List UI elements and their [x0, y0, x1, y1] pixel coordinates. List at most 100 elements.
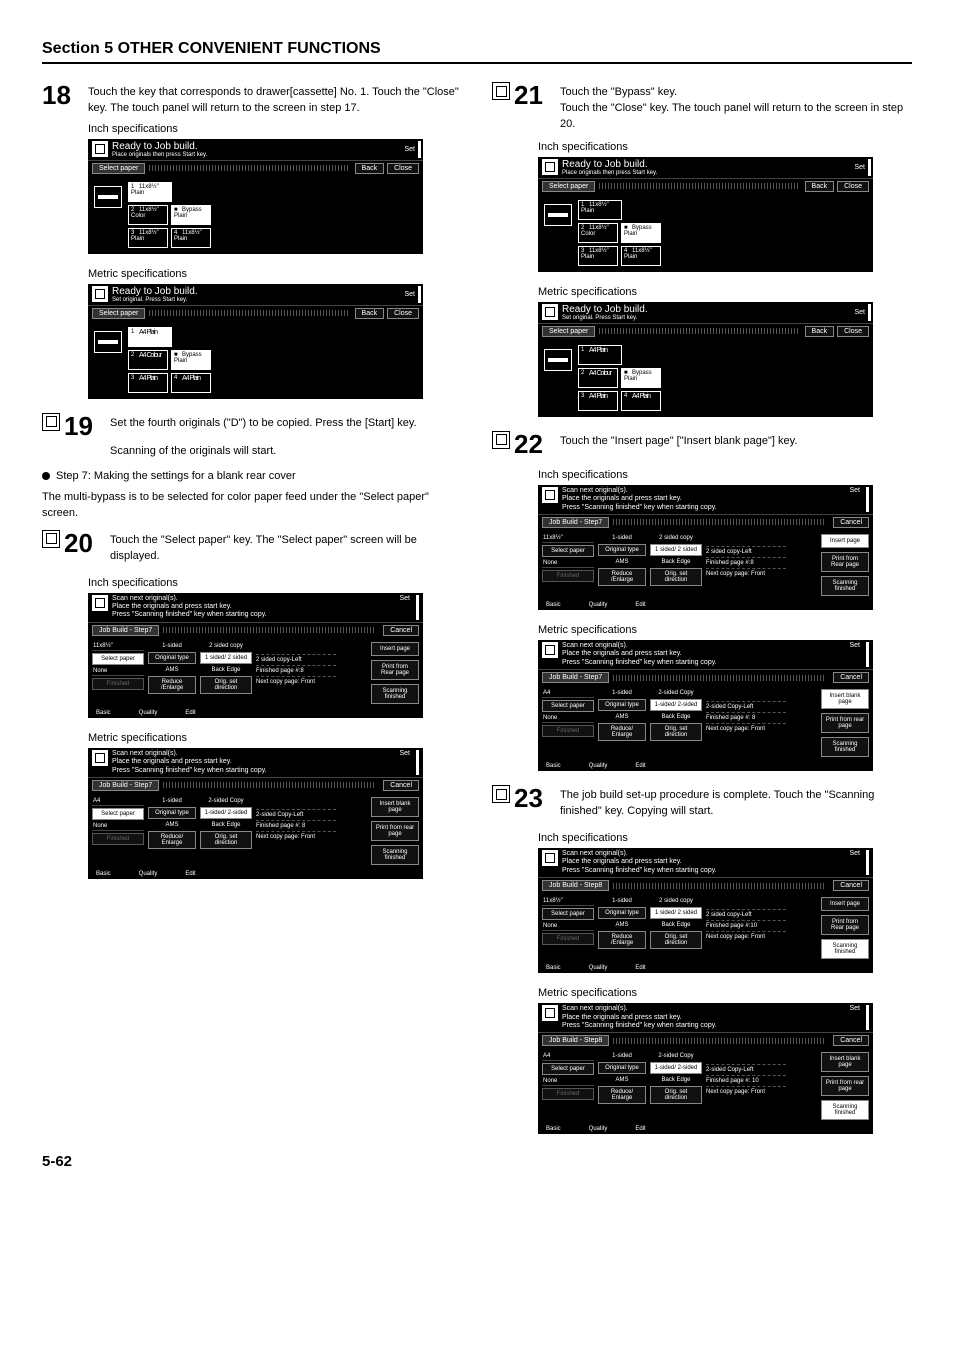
tray-3-button[interactable]: 3A4 Plain — [578, 391, 618, 411]
original-type-button[interactable]: Original type — [148, 807, 196, 819]
original-type-button[interactable]: Original type — [598, 699, 646, 711]
reduce-enlarge-button[interactable]: Reduce/ Enlarge — [598, 1086, 646, 1104]
tray-1-button[interactable]: 1A4 Plain — [578, 345, 622, 365]
print-from-button[interactable]: Print from Rear page — [371, 660, 419, 680]
back-button[interactable]: Back — [355, 163, 385, 174]
sided-button[interactable]: 1 sided/ 2 sided — [650, 907, 702, 919]
tray-3-button[interactable]: 311x8½" Plain — [578, 246, 618, 266]
finished-button[interactable]: Finished — [542, 570, 594, 582]
finished-button[interactable]: Finished — [92, 833, 144, 845]
close-button[interactable]: Close — [387, 308, 419, 319]
original-type-button[interactable]: Original type — [598, 1062, 646, 1074]
reduce-enlarge-button[interactable]: Reduce/ Enlarge — [598, 723, 646, 741]
tray-3-button[interactable]: 311x8½" Plain — [128, 228, 168, 248]
insert-blank-page-button[interactable]: Insert blank page — [821, 1052, 869, 1072]
orig-direction-button[interactable]: Orig. set direction — [650, 1086, 702, 1104]
reduce-enlarge-button[interactable]: Reduce /Enlarge — [148, 676, 196, 694]
close-button[interactable]: Close — [837, 181, 869, 192]
cancel-button[interactable]: Cancel — [383, 780, 419, 791]
tray-4-button[interactable]: 4A4 Plain — [621, 391, 661, 411]
scanning-finished-button[interactable]: Scanning finished — [821, 1100, 869, 1120]
close-button[interactable]: Close — [387, 163, 419, 174]
tray-4-button[interactable]: 4A4 Plain — [171, 373, 211, 393]
scanning-finished-button[interactable]: Scanning finished — [371, 684, 419, 704]
print-from-button[interactable]: Print from Rear page — [821, 552, 869, 572]
tray-1-button[interactable]: 111x8½" Plain — [128, 182, 172, 202]
orig-direction-button[interactable]: Orig. set direction — [650, 931, 702, 949]
sided-button[interactable]: 1 sided/ 2 sided — [650, 544, 702, 556]
scanning-finished-button[interactable]: Scanning finished — [821, 576, 869, 596]
tray-2-button[interactable]: 2A4 Colour — [578, 368, 618, 388]
tab-quality[interactable]: Quality — [139, 710, 158, 716]
finished-button[interactable]: Finished — [542, 933, 594, 945]
cancel-button[interactable]: Cancel — [833, 517, 869, 528]
sided-button[interactable]: 1 sided/ 2 sided — [200, 652, 252, 664]
insert-blank-page-button[interactable]: Insert blank page — [821, 689, 869, 709]
back-button[interactable]: Back — [805, 181, 835, 192]
tray-2-button[interactable]: 211x8½" Color — [128, 205, 168, 225]
sided-button[interactable]: 1-sided/ 2-sided — [200, 807, 252, 819]
cancel-button[interactable]: Cancel — [833, 672, 869, 683]
select-paper-button[interactable]: Select paper — [542, 908, 594, 920]
bypass-button[interactable]: ■Bypass Plain — [621, 223, 661, 243]
original-type-button[interactable]: Original type — [598, 544, 646, 556]
tab-quality[interactable]: Quality — [139, 871, 158, 877]
scanning-finished-button[interactable]: Scanning finished — [821, 939, 869, 959]
tab-basic[interactable]: Basic — [96, 710, 111, 716]
tray-1-button[interactable]: 111x8½" Plain — [578, 200, 622, 220]
reduce-enlarge-button[interactable]: Reduce/ Enlarge — [148, 831, 196, 849]
select-paper-button[interactable]: Select paper — [92, 653, 144, 665]
tab-edit[interactable]: Edit — [185, 871, 195, 877]
reduce-enlarge-button[interactable]: Reduce /Enlarge — [598, 568, 646, 586]
insert-page-button[interactable]: Insert page — [821, 534, 869, 548]
print-from-button[interactable]: Print from rear page — [371, 821, 419, 841]
print-from-button[interactable]: Print from rear page — [821, 1076, 869, 1096]
tray-4-button[interactable]: 411x8½" Plain — [171, 228, 211, 248]
tray-3-button[interactable]: 3A4 Plain — [128, 373, 168, 393]
sided-button[interactable]: 1-sided/ 2-sided — [650, 1062, 702, 1074]
tray-1-button[interactable]: 1A4 Plain — [128, 327, 172, 347]
bypass-button[interactable]: ■Bypass Plain — [171, 205, 211, 225]
tab-edit[interactable]: Edit — [635, 602, 645, 608]
select-paper-button[interactable]: Select paper — [542, 545, 594, 557]
insert-page-button[interactable]: Insert page — [371, 642, 419, 656]
scanning-finished-button[interactable]: Scanning finished — [821, 737, 869, 757]
back-button[interactable]: Back — [805, 326, 835, 337]
bypass-button[interactable]: ■Bypass Plain — [171, 350, 211, 370]
scanning-finished-button[interactable]: Scanning finished — [371, 845, 419, 865]
tab-basic[interactable]: Basic — [96, 871, 111, 877]
tab-edit[interactable]: Edit — [185, 710, 195, 716]
tab-quality[interactable]: Quality — [589, 763, 608, 769]
tray-2-button[interactable]: 211x8½" Color — [578, 223, 618, 243]
tab-basic[interactable]: Basic — [546, 763, 561, 769]
tab-basic[interactable]: Basic — [546, 602, 561, 608]
close-button[interactable]: Close — [837, 326, 869, 337]
finished-button[interactable]: Finished — [92, 678, 144, 690]
cancel-button[interactable]: Cancel — [383, 625, 419, 636]
print-from-button[interactable]: Print from Rear page — [821, 915, 869, 935]
original-type-button[interactable]: Original type — [148, 652, 196, 664]
tab-quality[interactable]: Quality — [589, 602, 608, 608]
insert-blank-page-button[interactable]: Insert blank page — [371, 797, 419, 817]
tray-4-button[interactable]: 411x8½" Plain — [621, 246, 661, 266]
select-paper-button[interactable]: Select paper — [92, 808, 144, 820]
orig-direction-button[interactable]: Orig. set direction — [650, 568, 702, 586]
tray-2-button[interactable]: 2A4 Colour — [128, 350, 168, 370]
back-button[interactable]: Back — [355, 308, 385, 319]
tab-edit[interactable]: Edit — [635, 965, 645, 971]
tab-quality[interactable]: Quality — [589, 1126, 608, 1132]
tab-edit[interactable]: Edit — [635, 763, 645, 769]
tab-basic[interactable]: Basic — [546, 965, 561, 971]
orig-direction-button[interactable]: Orig. set direction — [650, 723, 702, 741]
finished-button[interactable]: Finished — [542, 1088, 594, 1100]
orig-direction-button[interactable]: Orig. set direction — [200, 676, 252, 694]
original-type-button[interactable]: Original type — [598, 907, 646, 919]
finished-button[interactable]: Finished — [542, 725, 594, 737]
print-from-button[interactable]: Print from rear page — [821, 713, 869, 733]
tab-edit[interactable]: Edit — [635, 1126, 645, 1132]
sided-button[interactable]: 1-sided/ 2-sided — [650, 699, 702, 711]
reduce-enlarge-button[interactable]: Reduce /Enlarge — [598, 931, 646, 949]
bypass-button[interactable]: ■Bypass Plain — [621, 368, 661, 388]
tab-quality[interactable]: Quality — [589, 965, 608, 971]
select-paper-button[interactable]: Select paper — [542, 1063, 594, 1075]
